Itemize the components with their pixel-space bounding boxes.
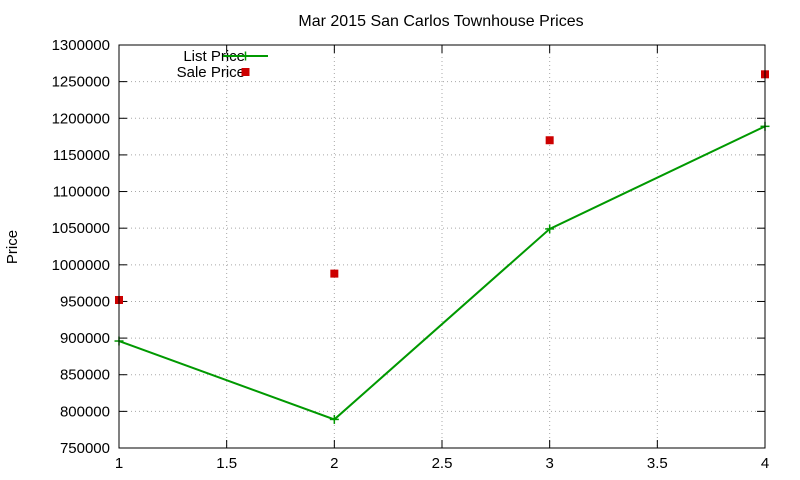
y-tick-label: 950000 — [60, 293, 110, 310]
chart-title: Mar 2015 San Carlos Townhouse Prices — [298, 13, 583, 30]
legend-cross-swatch — [241, 51, 250, 61]
y-tick-label: 1300000 — [52, 37, 110, 54]
y-tick-label: 750000 — [60, 440, 110, 457]
y-tick-label: 850000 — [60, 367, 110, 384]
y-tick-label: 800000 — [60, 403, 110, 420]
x-tick-label: 3.5 — [647, 455, 668, 472]
legend-label: List Price — [183, 48, 245, 65]
y-tick-label: 1000000 — [52, 257, 110, 274]
y-tick-label: 1200000 — [52, 110, 110, 127]
series-list-price — [114, 121, 770, 424]
x-tick-label: 2.5 — [432, 455, 453, 472]
x-tick-label: 1.5 — [216, 455, 237, 472]
plot-border — [118, 44, 766, 449]
y-axis-label: Price — [4, 230, 21, 264]
legend-square-swatch — [241, 68, 250, 76]
series-layer — [114, 70, 770, 424]
y-tick-label: 1150000 — [53, 147, 110, 164]
sale-price-point — [330, 269, 339, 278]
y-tick-label: 1050000 — [52, 220, 110, 237]
grid-lines — [119, 45, 765, 448]
list-price-point — [545, 224, 555, 234]
y-tick-label: 900000 — [60, 330, 110, 347]
sale-price-point — [545, 136, 554, 145]
list-price-point — [329, 414, 339, 424]
x-tick-label: 1 — [115, 455, 123, 472]
axis-ticks: 750000 800000 850000 900000 950000 1000000 105… — [52, 37, 770, 472]
x-tick-label: 2 — [330, 455, 338, 472]
x-tick-label: 4 — [761, 455, 769, 472]
list-price-line — [118, 125, 766, 421]
legend-label: Sale Price — [177, 64, 245, 81]
y-tick-label: 1100000 — [53, 184, 110, 201]
y-tick-label: 1250000 — [52, 74, 110, 91]
x-tick-label: 3 — [545, 455, 553, 472]
